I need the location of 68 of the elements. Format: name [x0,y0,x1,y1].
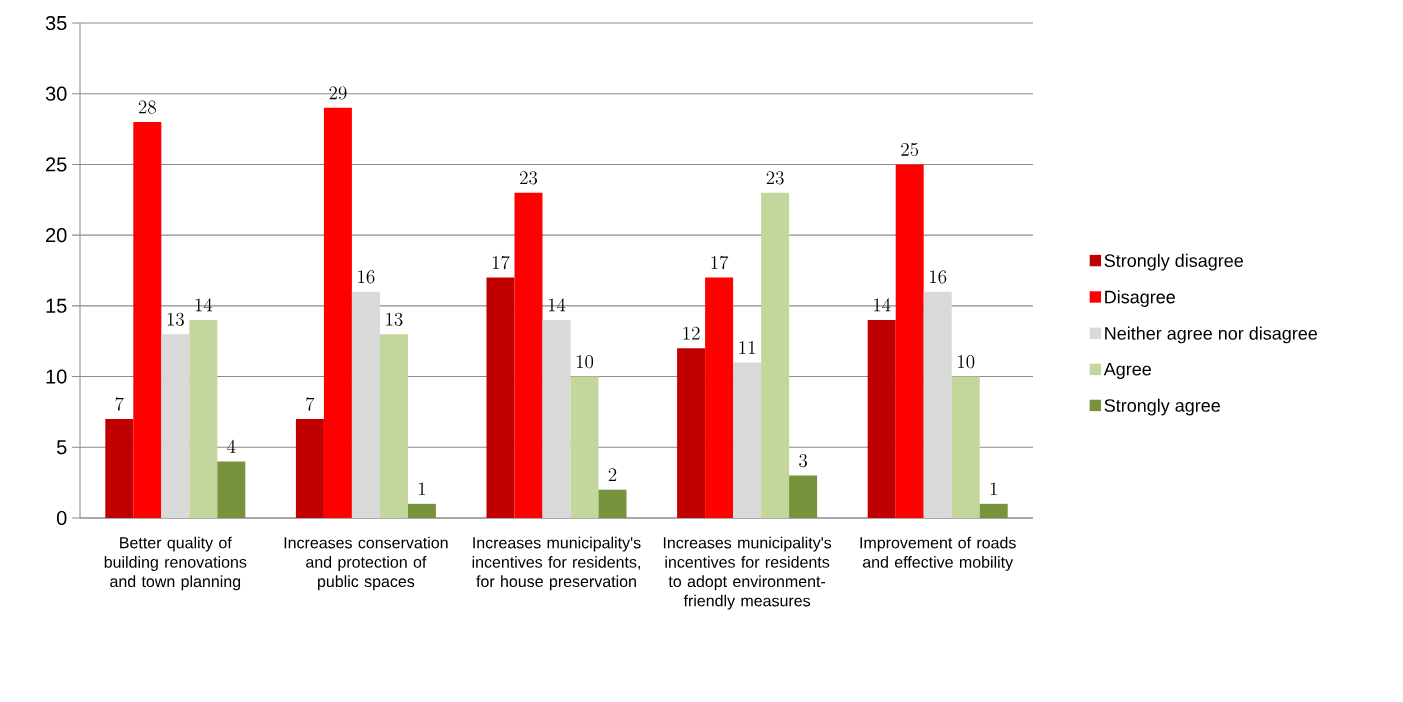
bar [189,319,218,518]
data-label: 16 [358,270,375,284]
data-label: 1 [418,482,426,496]
data-label: 23 [766,171,784,185]
bar [598,489,627,518]
legend-label: Disagree [1105,290,1175,307]
bar [514,192,543,518]
x-tick-label: Increases conservation and protection of public spaces [284,536,448,591]
x-tick-label: Improvement of roads and effective mobility [860,536,1016,571]
bar [570,376,599,518]
data-label: 1 [990,482,997,496]
bar [923,291,952,518]
y-tick-label: 5 [56,440,67,455]
bar [379,334,408,518]
data-label: 4 [227,439,236,453]
bar [486,277,515,518]
data-label: 17 [492,255,510,270]
data-label: 10 [958,355,975,369]
legend-label: Strongly agree [1104,398,1220,416]
data-label: 29 [329,86,347,100]
data-label: 3 [799,454,807,468]
bar [867,319,896,518]
x-tick-label: Increases municipality's incentives for residents, for house preservation [472,536,641,591]
y-tick-label: 20 [46,228,67,243]
data-label: 28 [138,100,156,114]
data-label: 11 [739,340,755,354]
bar [705,277,734,518]
data-label: 14 [195,298,213,312]
data-label: 2 [608,468,617,481]
y-tick-label: 25 [46,157,67,172]
bar [733,362,762,518]
bar [677,348,706,518]
legend-label: Neither agree nor disagree [1105,326,1318,344]
data-label: 14 [874,298,891,312]
data-label: 13 [386,312,403,326]
bar [542,319,571,518]
y-tick-label: 10 [46,369,67,384]
bar [789,475,818,518]
data-label: 25 [901,142,919,157]
data-label: 23 [520,171,538,185]
data-label: 16 [930,270,947,284]
y-tick-label: 0 [56,510,67,526]
legend-label: Strongly disagree [1104,253,1243,271]
x-tick-label: Better quality of building renovations and town planning [104,536,247,591]
data-label: 7 [306,397,315,411]
y-tick-label: 15 [46,298,67,313]
data-label: 17 [711,255,729,270]
y-tick-label: 30 [45,86,67,101]
bar [133,122,162,518]
bar [105,418,134,518]
y-tick-label: 35 [45,15,67,31]
data-label: 10 [576,355,594,369]
bar [761,192,790,518]
bar [295,418,324,518]
data-label: 13 [167,312,184,326]
data-label: 12 [683,326,700,340]
bar [895,164,924,518]
bar [323,107,352,518]
bar [979,503,1008,518]
bar [351,291,380,518]
legend-label: Agree [1103,362,1151,380]
x-tick-label: Increases municipality's incentives for residents to adopt environment-friendly measures [663,536,832,610]
bar [217,461,246,518]
bar [951,376,980,518]
bar [407,503,436,518]
data-label: 14 [548,298,566,312]
data-label: 7 [115,397,124,411]
bar [161,334,190,518]
